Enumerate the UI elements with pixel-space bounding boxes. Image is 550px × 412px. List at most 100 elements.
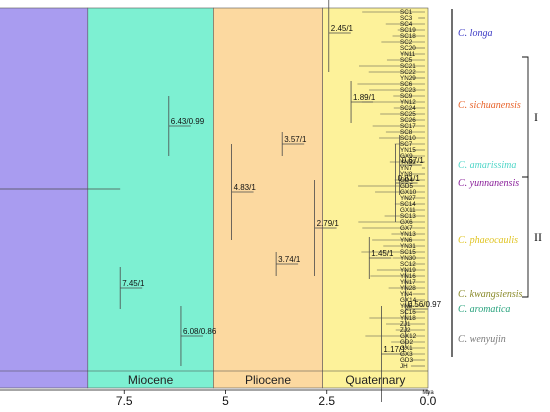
tip-label: SC24 bbox=[400, 105, 416, 112]
tip-label: YN28 bbox=[400, 285, 416, 292]
node-support-label: 0.81/1 bbox=[398, 174, 421, 183]
species-label: C. longa bbox=[458, 28, 492, 39]
tip-label: SC22 bbox=[400, 69, 416, 76]
tip-label: GD3 bbox=[400, 357, 413, 364]
node-support-label: 0.56/0.97 bbox=[408, 300, 442, 309]
tip-label: JH bbox=[400, 363, 408, 370]
clade-label: I bbox=[534, 110, 538, 124]
tip-label: YN30 bbox=[400, 255, 416, 262]
tip-label: SC12 bbox=[400, 261, 416, 268]
tip-label: YN18 bbox=[400, 315, 416, 322]
axis-tick-label: 2.5 bbox=[318, 394, 335, 408]
tip-label: YN11 bbox=[400, 51, 416, 58]
species-annotations: C. longa C. sichuanensis C. amarissima C. y… bbox=[451, 9, 542, 357]
tip-label: GD2 bbox=[400, 339, 413, 346]
node-support-label: 3.57/1 bbox=[284, 135, 307, 144]
tip-label: SC15 bbox=[400, 249, 416, 256]
tip-label: YN15 bbox=[400, 147, 416, 154]
tip-label: YN13 bbox=[400, 231, 416, 238]
axis-tick-label: 7.5 bbox=[116, 394, 133, 408]
tip-label: SC25 bbox=[400, 111, 416, 118]
species-label: C. kwangsiensis bbox=[458, 289, 523, 300]
axis-tick-label: 0.0 bbox=[420, 394, 437, 408]
tip-label: GX6 bbox=[400, 219, 413, 226]
tip-label: SC14 bbox=[400, 201, 416, 208]
tip-label: SC19 bbox=[400, 27, 416, 34]
tip-label: SC17 bbox=[400, 123, 416, 130]
tip-label: GX11 bbox=[400, 207, 416, 214]
node-support-label: 7.45/1 bbox=[122, 279, 145, 288]
species-label: C. yunnanensis bbox=[458, 178, 519, 189]
epoch-band-2 bbox=[213, 7, 324, 389]
tip-label: GX10 bbox=[400, 189, 417, 196]
tip-label: YN32 bbox=[400, 159, 416, 166]
tip-label: GD4 bbox=[400, 177, 413, 184]
tip-label: SC13 bbox=[400, 213, 416, 220]
tip-label: YN31 bbox=[400, 243, 416, 250]
tip-label: SC4 bbox=[400, 21, 413, 28]
tip-label: GX12 bbox=[400, 333, 417, 340]
epoch-label: Miocene bbox=[128, 373, 174, 387]
tip-label: YN5 bbox=[400, 303, 413, 310]
node-support-label: 4.83/1 bbox=[234, 183, 257, 192]
tip-label: YN17 bbox=[400, 279, 416, 286]
clade-bracket bbox=[522, 56, 529, 178]
tip-label: ZJ1 bbox=[400, 321, 411, 328]
tip-label: YN27 bbox=[400, 195, 416, 202]
tip-label: SC7 bbox=[400, 141, 413, 148]
tip-label: SC21 bbox=[400, 63, 416, 70]
tip-label: YN19 bbox=[400, 267, 416, 274]
epoch-label: Quaternary bbox=[345, 373, 405, 387]
tip-label: GX9 bbox=[400, 153, 413, 160]
tip-label: GX14 bbox=[400, 297, 417, 304]
tip-label: SC9 bbox=[400, 93, 413, 100]
tip-label: SC16 bbox=[400, 309, 416, 316]
tip-label: YN8 bbox=[400, 171, 413, 178]
tip-label: YN29 bbox=[400, 75, 416, 82]
tip-label: SC3 bbox=[400, 15, 413, 22]
node-support-label: 2.45/1 bbox=[331, 24, 354, 33]
tip-label: GD5 bbox=[400, 183, 413, 190]
species-label: C. sichuanensis bbox=[458, 100, 521, 111]
tip-label: YN7 bbox=[400, 165, 413, 172]
species-label: C. phaeocaulis bbox=[458, 235, 518, 246]
node-labels: 41.64/17.45/16.43/0.992.45/14.83/13.57/1… bbox=[122, 24, 442, 354]
tip-label: SC6 bbox=[400, 81, 413, 88]
tip-label: SC18 bbox=[400, 33, 416, 40]
tip-label: GX3 bbox=[400, 351, 413, 358]
tip-label: YN16 bbox=[400, 273, 416, 280]
node-support-label: 1.17/1 bbox=[383, 345, 406, 354]
node-support-label: 0.67/1 bbox=[402, 156, 425, 165]
tip-label: SC26 bbox=[400, 117, 416, 124]
node-support-label: 3.74/1 bbox=[278, 255, 301, 264]
tip-label: ZJ2 bbox=[400, 327, 411, 334]
clade-label: II bbox=[534, 230, 542, 244]
species-label: C. aromatica bbox=[458, 304, 510, 315]
node-support-label: 1.89/1 bbox=[353, 93, 376, 102]
epoch-band-1 bbox=[87, 7, 214, 389]
tip-label: SC1 bbox=[400, 9, 413, 16]
node-support-label: 2.79/1 bbox=[317, 219, 340, 228]
tip-label: GX1 bbox=[400, 345, 413, 352]
node-support-label: 6.08/0.86 bbox=[183, 327, 217, 336]
node-support-label: 1.45/1 bbox=[371, 249, 394, 258]
epoch-bands: Miocene Pliocene Quaternary bbox=[0, 7, 429, 389]
clade-bracket bbox=[522, 176, 529, 298]
tip-label: SC10 bbox=[400, 135, 416, 142]
tip-label: SC20 bbox=[400, 45, 416, 52]
tree-branches bbox=[0, 0, 428, 402]
tip-label: YN12 bbox=[400, 99, 416, 106]
species-label: C. wenyujin bbox=[458, 334, 506, 345]
tip-label: SC23 bbox=[400, 87, 416, 94]
tip-label: GX7 bbox=[400, 225, 413, 232]
axis-unit: Mya bbox=[422, 390, 434, 396]
epoch-label: Pliocene bbox=[245, 373, 291, 387]
species-label: C. amarissima bbox=[458, 160, 516, 171]
tip-labels: SC1SC3SC4SC19SC18SC2SC20YN11SC5SC21SC22Y… bbox=[400, 9, 417, 370]
tip-label: YN6 bbox=[400, 237, 413, 244]
axis-tick-label: 5 bbox=[222, 394, 229, 408]
node-support-label: 6.43/0.99 bbox=[171, 117, 205, 126]
tip-label: SC8 bbox=[400, 129, 413, 136]
